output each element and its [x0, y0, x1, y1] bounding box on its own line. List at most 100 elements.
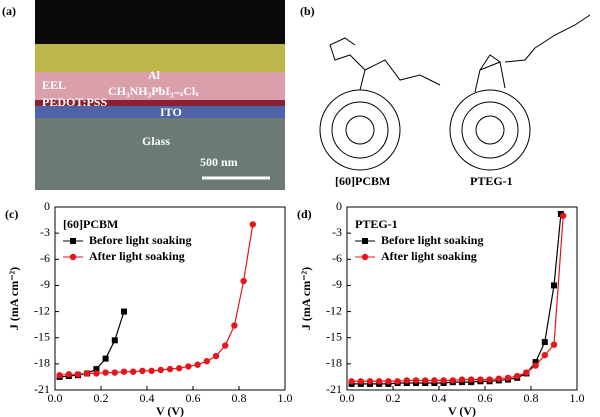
marker: [185, 363, 192, 370]
marker: [231, 322, 238, 329]
x-tick-label: 1.0: [570, 391, 585, 405]
marker: [111, 369, 119, 376]
legend-marker: [69, 253, 77, 261]
layer-label: Al: [148, 68, 161, 82]
series-line: [59, 224, 254, 376]
legend-label: Before light soaking: [89, 233, 191, 247]
marker: [385, 378, 392, 385]
marker: [449, 377, 456, 384]
marker: [194, 361, 201, 368]
marker: [157, 366, 164, 374]
x-tick-label: 1.0: [278, 391, 293, 405]
marker: [523, 369, 530, 376]
y-tick-label: -9: [40, 277, 50, 291]
marker: [440, 377, 447, 384]
marker: [422, 377, 429, 384]
series-line: [59, 311, 125, 378]
marker: [120, 368, 128, 375]
y-tick-label: -21: [34, 382, 50, 396]
y-tick-label: 0: [44, 199, 50, 213]
marker: [176, 365, 183, 372]
marker: [166, 365, 174, 373]
molecule-name: [60]PCBM: [335, 174, 390, 188]
marker: [541, 339, 548, 346]
marker: [222, 342, 229, 349]
y-tick-label: -15: [34, 329, 50, 343]
marker: [348, 378, 355, 385]
x-axis-label: V (V): [156, 404, 184, 417]
marker: [102, 355, 109, 362]
legend-label: Before light soaking: [381, 233, 483, 247]
legend-marker: [361, 253, 369, 261]
y-tick-label: 0: [336, 199, 342, 213]
marker: [249, 221, 256, 228]
y-tick-label: -3: [332, 225, 342, 239]
y-tick-label: -18: [34, 356, 50, 370]
legend-marker: [70, 238, 76, 244]
marker: [203, 358, 210, 365]
legend-label: After light soaking: [89, 249, 185, 263]
marker: [477, 376, 484, 383]
y-tick-label: -6: [332, 251, 342, 265]
y-tick-label: -15: [326, 329, 342, 343]
x-tick-label: 0.0: [340, 391, 355, 405]
layer-label: Glass: [142, 134, 170, 148]
marker: [56, 371, 63, 379]
y-tick-label: -18: [326, 356, 342, 370]
marker: [458, 376, 466, 383]
marker: [212, 352, 220, 360]
x-tick-label: 0.0: [48, 391, 63, 405]
x-tick-label: 0.2: [386, 391, 401, 405]
layer-label: PEDOT:PSS: [42, 95, 107, 109]
marker: [130, 368, 137, 375]
scale-bar-label: 500 nm: [200, 155, 238, 169]
marker: [431, 377, 438, 384]
y-tick-label: -3: [40, 225, 50, 239]
marker: [102, 369, 109, 376]
y-axis-label: J (mA cm⁻²): [299, 267, 313, 330]
y-tick-label: -12: [326, 303, 342, 317]
y-tick-label: -9: [332, 277, 342, 291]
layer-label: ITO: [160, 105, 182, 119]
marker: [357, 378, 364, 385]
x-axis-label: V (V): [448, 404, 476, 417]
x-tick-label: 0.8: [524, 391, 539, 405]
marker: [93, 370, 100, 377]
x-tick-label: 0.6: [186, 391, 201, 405]
layer-label: CH₃NH₃PbI₃₋ₓClₓ: [108, 84, 199, 98]
x-tick-label: 0.4: [432, 391, 447, 405]
marker: [541, 351, 548, 359]
x-tick-label: 0.8: [232, 391, 247, 405]
marker: [532, 359, 539, 366]
marker: [412, 377, 420, 384]
legend-label: After light soaking: [381, 249, 477, 263]
x-tick-label: 0.2: [94, 391, 109, 405]
marker: [551, 282, 557, 289]
y-tick-label: -21: [326, 382, 342, 396]
marker: [240, 277, 247, 285]
marker: [111, 337, 118, 344]
marker: [532, 362, 539, 369]
panel-label: (c): [5, 207, 18, 221]
marker: [550, 341, 558, 348]
panel-label: (b): [300, 4, 315, 18]
legend-title: [60]PCBM: [63, 217, 118, 231]
marker: [121, 308, 127, 315]
marker: [403, 377, 410, 384]
molecule-name: PTEG-1: [470, 174, 513, 188]
marker: [74, 371, 82, 378]
marker: [376, 378, 383, 385]
molecule-drawing: [319, 14, 591, 171]
marker: [93, 366, 100, 373]
marker: [139, 367, 146, 375]
y-axis-label: J (mA cm⁻²): [7, 267, 21, 330]
plot-frame: [54, 206, 286, 391]
marker: [468, 376, 475, 383]
legend-title: PTEG-1: [355, 217, 398, 231]
marker: [514, 372, 521, 380]
y-tick-label: -12: [34, 303, 50, 317]
panel-label: (d): [297, 207, 312, 221]
x-tick-label: 0.6: [478, 391, 493, 405]
layer-label: EEL: [42, 78, 66, 92]
